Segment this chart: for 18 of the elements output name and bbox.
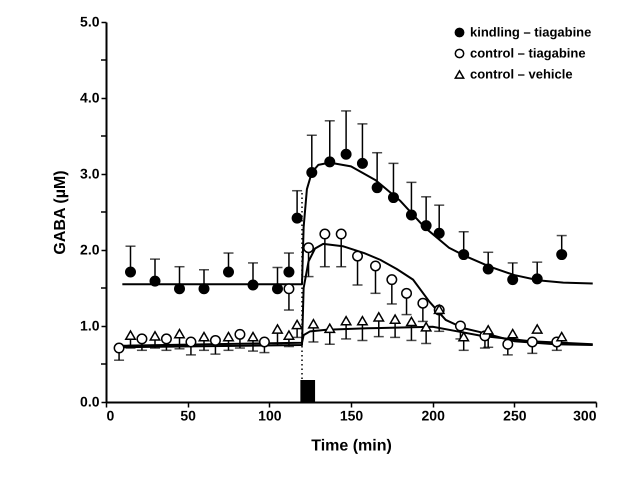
y-tick-label: 3.0 [80,166,100,182]
x-tick-label: 150 [340,408,364,424]
x-tick-label: 200 [421,408,446,424]
legend-label: control – vehicle [470,66,573,82]
x-axis-title: Time (min) [311,438,392,454]
x-tick-label: 0 [106,408,114,424]
x-tick-label: 100 [258,408,282,424]
legend-label: kindling – tiagabine [470,24,592,40]
y-tick-label: 1.0 [80,318,100,334]
y-tick-label: 2.0 [80,242,100,258]
y-tick-label: 0.0 [80,394,100,410]
y-tick-label: 5.0 [80,14,100,30]
legend-label: control – tiagabine [470,46,586,60]
x-tick-label: 50 [180,408,196,424]
x-tick-label: 300 [573,408,597,424]
x-tick-label: 250 [503,408,527,424]
y-tick-label: 4.0 [80,90,100,106]
y-axis-title: GABA (µM) [52,170,70,255]
